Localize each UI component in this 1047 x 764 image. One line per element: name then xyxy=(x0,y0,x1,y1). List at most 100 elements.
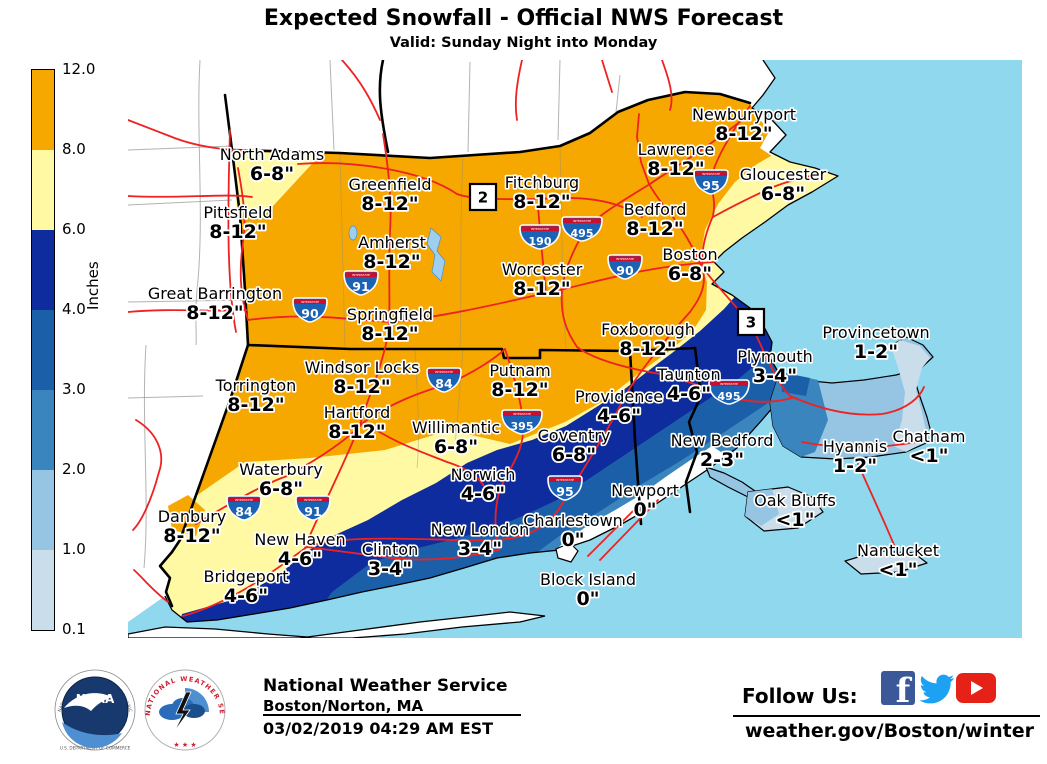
svg-text:Torrington: Torrington xyxy=(215,376,297,395)
svg-text:INTERSTATE: INTERSTATE xyxy=(556,478,574,482)
svg-text:<1": <1" xyxy=(878,559,917,581)
svg-text:NOAA: NOAA xyxy=(76,692,115,706)
interstate-shield: INTERSTATE 495 xyxy=(561,216,603,242)
svg-text:6-8": 6-8" xyxy=(434,436,478,458)
svg-text:395: 395 xyxy=(511,420,534,433)
snowfall-color-scale xyxy=(31,69,55,631)
svg-text:INTERSTATE: INTERSTATE xyxy=(720,382,738,386)
svg-text:Taunton: Taunton xyxy=(656,365,720,384)
color-scale-tick: 1.0 xyxy=(62,540,86,558)
svg-text:Plymouth: Plymouth xyxy=(737,347,813,366)
svg-text:8-12": 8-12" xyxy=(186,302,243,324)
color-scale-band xyxy=(32,310,54,390)
page-title: Expected Snowfall - Official NWS Forecas… xyxy=(263,6,784,31)
svg-text:3-4": 3-4" xyxy=(753,365,797,387)
svg-text:Clinton: Clinton xyxy=(362,540,418,559)
state-borders xyxy=(158,60,752,608)
interstate-shields: INTERSTATE95INTERSTATE190INTERSTATE495IN… xyxy=(226,169,750,521)
quabbin-reservoir xyxy=(348,225,446,282)
svg-text:8-12": 8-12" xyxy=(163,525,220,547)
footer-office: Boston/Norton, MA xyxy=(263,697,424,715)
interstate-shield: INTERSTATE 395 xyxy=(501,409,543,435)
interstate-shield: INTERSTATE 90 xyxy=(607,254,643,280)
svg-text:Oak Bluffs: Oak Bluffs xyxy=(754,491,836,510)
youtube-icon[interactable] xyxy=(956,673,996,703)
state-route-marker: 2 xyxy=(468,182,498,212)
svg-text:6-8": 6-8" xyxy=(259,478,303,500)
facebook-icon[interactable]: f xyxy=(881,671,915,711)
svg-text:Hyannis: Hyannis xyxy=(823,437,887,456)
svg-text:INTERSTATE: INTERSTATE xyxy=(301,300,319,304)
follow-us-label: Follow Us: xyxy=(742,684,858,708)
svg-text:Willimantic: Willimantic xyxy=(412,418,500,437)
svg-text:8-12": 8-12" xyxy=(333,376,390,398)
svg-text:8-12": 8-12" xyxy=(647,158,704,180)
svg-text:2: 2 xyxy=(478,189,488,207)
svg-text:8-12": 8-12" xyxy=(513,278,570,300)
svg-text:8-12": 8-12" xyxy=(209,221,266,243)
svg-text:495: 495 xyxy=(718,390,741,403)
highways xyxy=(128,60,925,617)
svg-text:INTERSTATE: INTERSTATE xyxy=(573,219,591,223)
interstate-shield: INTERSTATE 84 xyxy=(426,367,462,393)
svg-text:North Adams: North Adams xyxy=(220,145,324,164)
svg-text:Gloucester: Gloucester xyxy=(740,165,827,184)
svg-text:INTERSTATE: INTERSTATE xyxy=(513,412,531,416)
color-scale-tick: 12.0 xyxy=(62,60,96,78)
svg-text:0": 0" xyxy=(633,499,656,521)
color-scale-band xyxy=(32,390,54,470)
color-scale-tick: 3.0 xyxy=(62,380,86,398)
footer-url[interactable]: weather.gov/Boston/winter xyxy=(745,720,1034,742)
color-scale-tick: 8.0 xyxy=(62,140,86,158)
svg-text:Bridgeport: Bridgeport xyxy=(204,567,289,586)
svg-text:Charlestown: Charlestown xyxy=(523,511,623,530)
valid-time-subtitle: Valid: Sunday Night into Monday xyxy=(389,35,658,51)
color-scale-tick: 4.0 xyxy=(62,300,86,318)
svg-text:★ ★ ★: ★ ★ ★ xyxy=(173,741,196,749)
svg-text:8-12": 8-12" xyxy=(227,394,284,416)
city-label: Oak Bluffs<1" xyxy=(753,489,838,532)
svg-text:Norwich: Norwich xyxy=(451,465,516,484)
svg-text:8-12": 8-12" xyxy=(626,218,683,240)
svg-text:8-12": 8-12" xyxy=(361,193,418,215)
svg-text:8-12": 8-12" xyxy=(513,191,570,213)
color-scale-band xyxy=(32,550,54,630)
svg-text:8-12": 8-12" xyxy=(361,323,418,345)
svg-text:84: 84 xyxy=(435,376,453,391)
svg-text:Fitchburg: Fitchburg xyxy=(505,173,579,192)
svg-text:Foxborough: Foxborough xyxy=(601,320,695,339)
svg-text:4-6": 4-6" xyxy=(278,548,322,570)
twitter-icon[interactable] xyxy=(919,674,955,704)
svg-text:Worcester: Worcester xyxy=(502,260,583,279)
interstate-shield: INTERSTATE 90 xyxy=(292,297,328,323)
svg-text:Springfield: Springfield xyxy=(347,305,433,324)
svg-text:90: 90 xyxy=(616,263,634,278)
city-labels: North Adams6-8"Newburyport8-12"Greenfiel… xyxy=(146,103,967,611)
color-scale-tick: 2.0 xyxy=(62,460,86,478)
svg-text:Great Barrington: Great Barrington xyxy=(148,284,282,303)
svg-text:95: 95 xyxy=(556,484,573,499)
svg-text:New Haven: New Haven xyxy=(254,530,345,549)
footer-org-name: National Weather Service xyxy=(263,676,508,696)
svg-text:Nantucket: Nantucket xyxy=(857,541,939,560)
color-scale-band xyxy=(32,470,54,550)
